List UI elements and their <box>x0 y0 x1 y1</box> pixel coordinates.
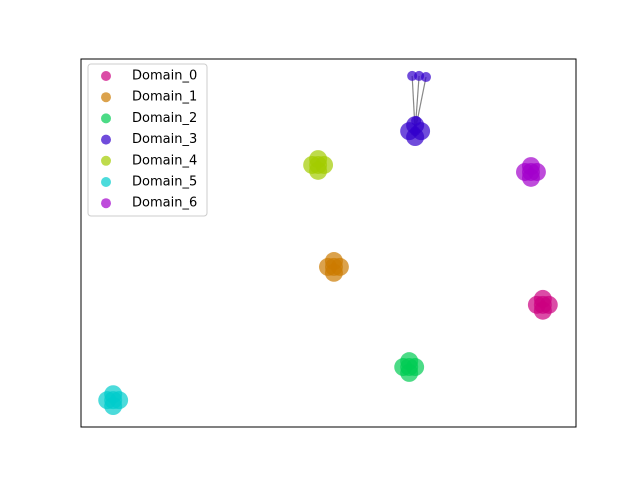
legend-marker <box>101 92 111 103</box>
point <box>309 161 328 180</box>
point <box>533 301 552 320</box>
point <box>521 168 540 187</box>
legend-box <box>87 63 208 217</box>
legend-label: Domain_1 <box>132 90 197 105</box>
legend-marker <box>101 134 111 145</box>
legend-marker <box>101 155 111 166</box>
legend-marker <box>101 177 111 187</box>
point <box>411 115 422 126</box>
legend-label: Domain_4 <box>132 153 197 168</box>
legend-marker <box>101 71 111 81</box>
legend-label: Domain_6 <box>132 196 197 211</box>
point <box>421 72 432 83</box>
legend-label: Domain_2 <box>132 111 197 126</box>
point <box>406 128 425 147</box>
point <box>400 363 419 382</box>
legend-marker <box>101 113 111 124</box>
point <box>324 263 343 282</box>
legend: Domain_0 Domain_1 Domain_2 Domain_3 Domain_4… <box>87 63 208 217</box>
legend-label: Domain_5 <box>132 175 197 190</box>
legend-label: Domain_0 <box>132 69 197 84</box>
point <box>104 397 123 416</box>
legend-marker <box>101 198 111 209</box>
point <box>407 70 418 81</box>
legend-label: Domain_3 <box>132 132 197 147</box>
